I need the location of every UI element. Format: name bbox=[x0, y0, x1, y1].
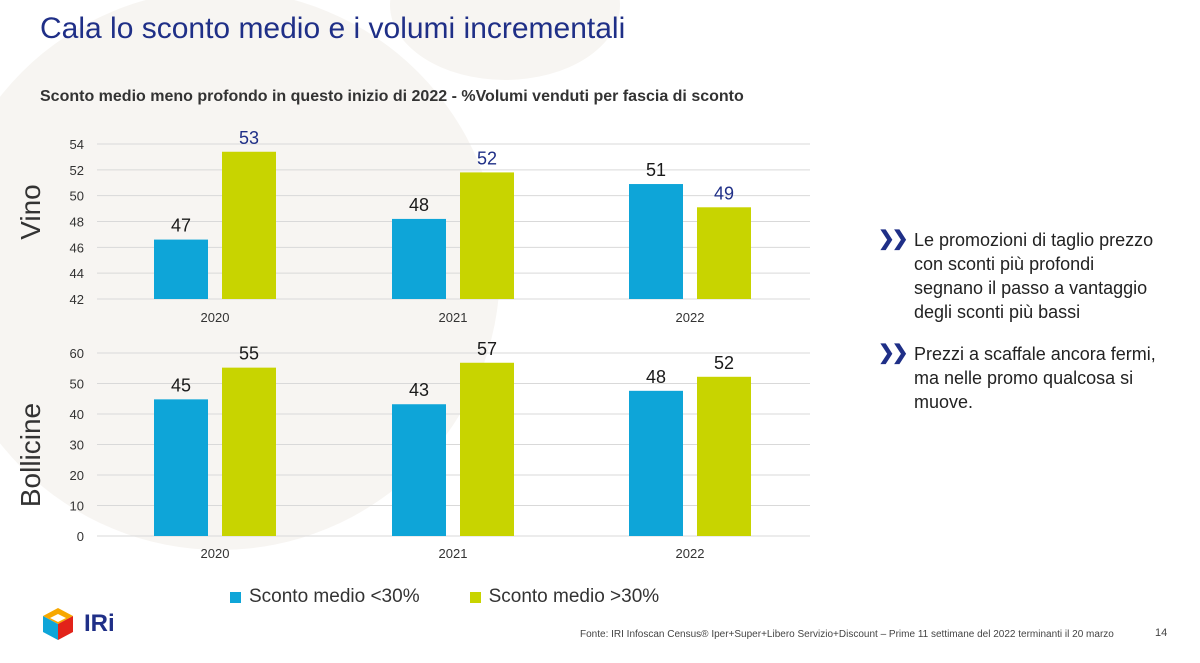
y-tick-label: 46 bbox=[70, 240, 84, 255]
bar-series1 bbox=[629, 184, 683, 299]
data-label: 48 bbox=[409, 195, 429, 215]
bar-series2 bbox=[222, 151, 276, 299]
y-tick-label: 40 bbox=[70, 407, 84, 422]
iri-logo: IRi bbox=[40, 606, 115, 642]
bar-series1 bbox=[392, 404, 446, 536]
bar-series1 bbox=[154, 239, 208, 299]
page-number: 14 bbox=[1155, 627, 1168, 639]
y-tick-label: 44 bbox=[70, 266, 84, 281]
y-tick-label: 60 bbox=[70, 346, 84, 361]
bar-series2 bbox=[697, 207, 751, 299]
legend-swatch bbox=[469, 591, 481, 603]
data-label: 52 bbox=[477, 148, 497, 168]
y-tick-label: 42 bbox=[70, 292, 84, 307]
data-label: 47 bbox=[171, 216, 191, 236]
x-tick-label: 2022 bbox=[676, 546, 705, 561]
x-tick-label: 2021 bbox=[439, 310, 468, 325]
data-label: 43 bbox=[409, 380, 429, 400]
panel-label-vino: Vino bbox=[15, 184, 46, 240]
double-chevron-right-icon: ❯❯ bbox=[878, 228, 909, 250]
panel-label-bollicine: Bollicine bbox=[15, 403, 46, 507]
bullet-point: ❯❯ Prezzi a scaffale ancora fermi, ma ne… bbox=[878, 342, 1158, 414]
page-title: Cala lo sconto medio e i volumi incremen… bbox=[40, 12, 626, 45]
x-tick-label: 2021 bbox=[439, 546, 468, 561]
legend-item-series2: Sconto medio >30% bbox=[469, 586, 660, 608]
data-label: 53 bbox=[239, 128, 259, 148]
bar-series2 bbox=[222, 367, 276, 536]
logo-text: IRi bbox=[84, 610, 115, 637]
x-tick-label: 2022 bbox=[676, 310, 705, 325]
iri-cube-icon bbox=[43, 608, 73, 640]
y-tick-label: 54 bbox=[70, 137, 84, 152]
data-label: 52 bbox=[714, 353, 734, 373]
y-tick-label: 50 bbox=[70, 377, 84, 392]
legend-label: Sconto medio <30% bbox=[249, 586, 420, 607]
data-label: 51 bbox=[646, 160, 666, 180]
double-chevron-right-icon: ❯❯ bbox=[878, 342, 909, 364]
bar-series2 bbox=[697, 376, 751, 536]
chart-subtitle: Sconto medio meno profondo in questo ini… bbox=[40, 88, 744, 105]
legend-label: Sconto medio >30% bbox=[488, 586, 660, 607]
data-label: 57 bbox=[477, 339, 497, 359]
data-label: 49 bbox=[714, 183, 734, 203]
x-tick-label: 2020 bbox=[201, 546, 230, 561]
y-tick-label: 20 bbox=[70, 468, 84, 483]
bar-series1 bbox=[392, 218, 446, 299]
x-tick-label: 2020 bbox=[201, 310, 230, 325]
key-findings: ❯❯ Le promozioni di taglio prezzo con sc… bbox=[878, 228, 1158, 432]
legend-item-series1: Sconto medio <30% bbox=[230, 586, 420, 608]
y-tick-label: 48 bbox=[70, 215, 84, 230]
y-tick-label: 52 bbox=[70, 163, 84, 178]
data-label: 55 bbox=[239, 344, 259, 364]
y-tick-label: 0 bbox=[77, 529, 84, 544]
y-tick-label: 50 bbox=[70, 189, 84, 204]
bar-series1 bbox=[154, 399, 208, 536]
bar-series1 bbox=[629, 390, 683, 536]
y-tick-label: 10 bbox=[70, 499, 84, 514]
bullet-text: Prezzi a scaffale ancora fermi, ma nelle… bbox=[914, 344, 1156, 412]
bar-series2 bbox=[460, 362, 514, 536]
bullet-text: Le promozioni di taglio prezzo con scont… bbox=[914, 230, 1154, 322]
source-note: Fonte: IRI Infoscan Census® Iper+Super+L… bbox=[580, 629, 1114, 640]
data-label: 48 bbox=[646, 367, 666, 387]
legend-swatch bbox=[230, 591, 241, 603]
data-label: 45 bbox=[171, 375, 191, 395]
chart-legend: Sconto medio <30% Sconto medio >30% bbox=[230, 586, 659, 608]
bar-series2 bbox=[460, 172, 514, 299]
bullet-point: ❯❯ Le promozioni di taglio prezzo con sc… bbox=[878, 228, 1158, 324]
y-tick-label: 30 bbox=[70, 438, 84, 453]
